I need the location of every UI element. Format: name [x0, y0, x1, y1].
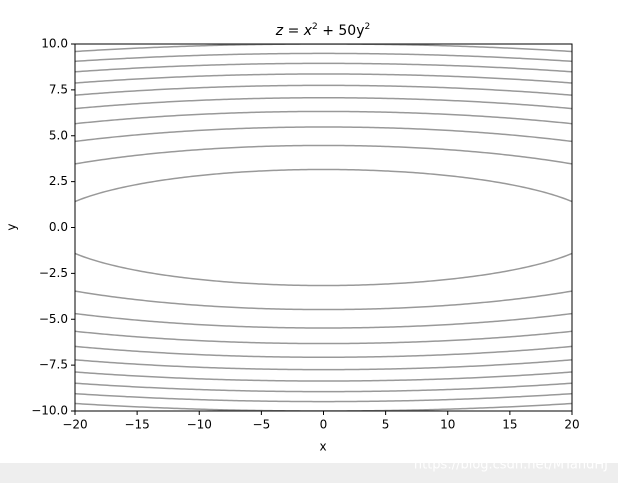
y-tick-label: 10.0	[41, 37, 68, 51]
contour-line	[75, 392, 572, 403]
y-tick-label: −2.5	[39, 266, 68, 280]
contour-line	[75, 345, 572, 358]
y-tick-label: 2.5	[49, 174, 68, 188]
y-tick-label: 0.0	[49, 220, 68, 234]
title-part: 2	[365, 22, 371, 32]
y-tick-label: −10.0	[31, 404, 68, 418]
x-tick-label: −10	[187, 418, 212, 432]
contour-line	[75, 97, 572, 110]
y-axis-label: y	[5, 223, 19, 230]
watermark: https://blog.csdn.net/MTandHJ	[414, 458, 608, 473]
x-tick-label: −15	[124, 418, 149, 432]
x-axis-label: x	[319, 440, 326, 454]
chart-title: z = x2 + 50y2	[275, 22, 370, 40]
contour-line	[75, 73, 572, 84]
contour-line	[75, 330, 572, 345]
title-part: + 50y	[318, 23, 365, 39]
x-tick-label: 20	[564, 418, 579, 432]
contour-line	[75, 44, 572, 53]
y-tick-label: −7.5	[39, 358, 68, 372]
contour-line	[75, 62, 572, 73]
title-part: 2	[312, 22, 318, 32]
contour-line	[75, 110, 572, 125]
footer-bar	[0, 463, 618, 483]
x-tick-label: 10	[440, 418, 455, 432]
title-part: z = x	[275, 23, 313, 39]
x-tick-label: −5	[253, 418, 271, 432]
contour-line	[75, 290, 572, 311]
contour-line	[75, 252, 572, 287]
contour-line	[75, 168, 572, 203]
contour-line	[75, 144, 572, 165]
y-tick-label: 7.5	[49, 82, 68, 96]
x-tick-label: 0	[320, 418, 328, 432]
contour-line	[75, 84, 572, 96]
contour-line	[75, 312, 572, 329]
contour-line	[75, 52, 572, 63]
contour-line	[75, 126, 572, 143]
y-tick-label: 5.0	[49, 128, 68, 142]
contour-line	[75, 371, 572, 382]
axes-frame	[74, 43, 573, 412]
contour-line	[75, 382, 572, 393]
x-tick-label: −20	[62, 418, 87, 432]
x-tick-label: 15	[502, 418, 517, 432]
plot-area	[75, 44, 572, 411]
contour-line	[75, 359, 572, 371]
x-tick-label: 5	[382, 418, 390, 432]
contour-line	[75, 402, 572, 411]
y-tick-label: −5.0	[39, 312, 68, 326]
